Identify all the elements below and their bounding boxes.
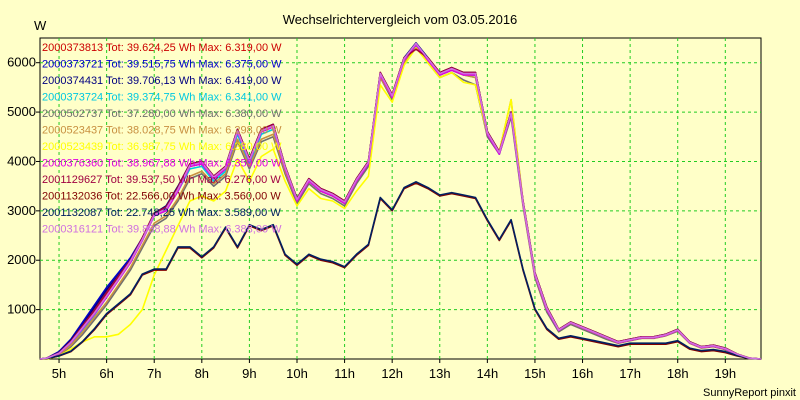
x-tick-label-13: 18h <box>667 366 689 381</box>
legend-entry-3: 2000373724 Tot: 39.374,75 Wh Max: 6.341,… <box>42 92 282 104</box>
legend-entry-0: 2000373813 Tot: 39.624,25 Wh Max: 6.319,… <box>42 42 282 54</box>
series-line-11 <box>39 42 762 360</box>
x-axis-ticks: 5h 6h 7h 8h 9h 10h 11h 12h 13h 14h 15h 16h 17h 18h 19h <box>52 359 736 381</box>
x-tick-label-11: 16h <box>572 366 594 381</box>
chart-title: Wechselrichtervergleich vom 03.05.2016 <box>283 12 518 27</box>
x-tick-label-0: 5h <box>52 366 66 381</box>
x-tick-label-4: 9h <box>242 366 256 381</box>
legend: 2000373813 Tot: 39.624,25 Wh Max: 6.319,… <box>42 42 282 236</box>
legend-entry-11: 2000316121 Tot: 39.888,88 Wh Max: 6.388,… <box>42 224 282 236</box>
x-tick-label-5: 10h <box>286 366 308 381</box>
x-tick-label-10: 15h <box>524 366 546 381</box>
y-tick-label-5: 6000 <box>7 55 36 70</box>
legend-entry-5: 2000523437 Tot: 38.028,75 Wh Max: 6.298,… <box>42 125 282 137</box>
y-tick-label-3: 4000 <box>7 153 36 168</box>
series-lines <box>39 42 762 360</box>
legend-entry-1: 2000373721 Tot: 39.515,75 Wh Max: 6.375,… <box>42 59 282 71</box>
credit-label: SunnyReport pinxit <box>703 387 796 399</box>
x-tick-label-2: 7h <box>147 366 161 381</box>
x-tick-label-8: 13h <box>429 366 451 381</box>
plot-area <box>39 37 762 360</box>
y-tick-label-4: 5000 <box>7 104 36 119</box>
y-axis-ticks: 1000 2000 3000 4000 5000 6000 <box>7 55 40 317</box>
legend-entry-7: 2000376360 Tot: 38.967,88 Wh Max: 6.359,… <box>42 158 282 170</box>
y-axis-label: W <box>34 18 47 33</box>
x-tick-label-12: 17h <box>619 366 641 381</box>
legend-entry-9: 2001132036 Tot: 22.566,00 Wh Max: 3.560,… <box>42 191 281 203</box>
legend-entry-4: 2000502737 Tot: 37.280,00 Wh Max: 6.380,… <box>42 108 282 120</box>
x-tick-label-3: 8h <box>195 366 209 381</box>
x-tick-label-14: 19h <box>714 366 736 381</box>
x-tick-label-9: 14h <box>477 366 499 381</box>
legend-entry-10: 2001132087 Tot: 22.748,25 Wh Max: 3.589,… <box>42 207 281 219</box>
x-tick-label-6: 11h <box>334 366 355 381</box>
x-tick-label-1: 6h <box>99 366 113 381</box>
y-tick-label-2: 3000 <box>7 203 36 218</box>
y-tick-label-1: 2000 <box>7 252 36 267</box>
legend-entry-8: 2001129627 Tot: 39.537,50 Wh Max: 6.276,… <box>42 174 281 186</box>
x-tick-label-7: 12h <box>381 366 403 381</box>
series-line-10 <box>39 181 762 360</box>
legend-entry-2: 2000374431 Tot: 39.706,13 Wh Max: 6.419,… <box>42 75 282 87</box>
legend-entry-6: 2000523439 Tot: 36.987,75 Wh Max: 6.380,… <box>42 141 282 153</box>
y-tick-label-0: 1000 <box>7 302 36 317</box>
